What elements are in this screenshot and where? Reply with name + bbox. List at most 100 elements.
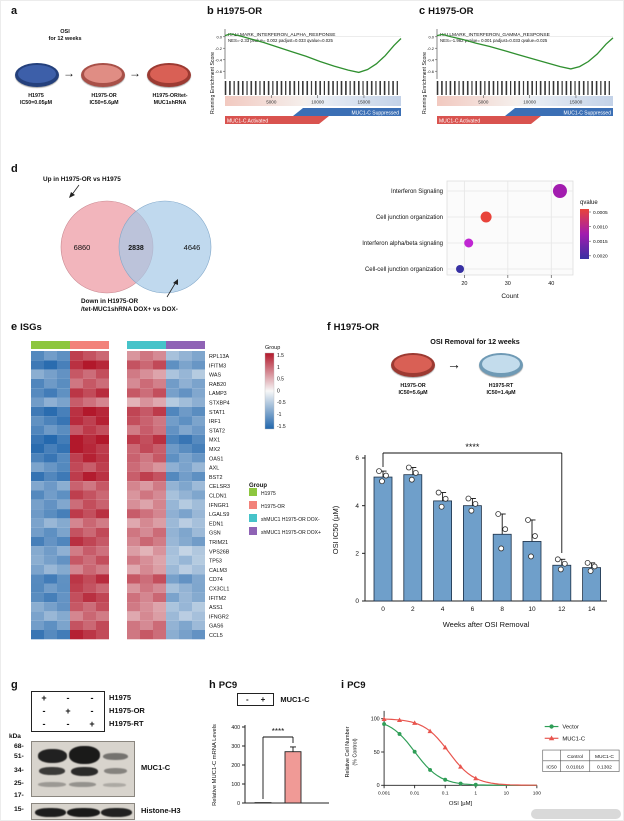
heatmap-cell (179, 406, 192, 417)
table-row-label: IC50 (546, 765, 557, 771)
scrollbar-thumb[interactable] (531, 809, 621, 819)
heatmap-cell (70, 592, 83, 603)
gene-label: STXBP4 (209, 400, 230, 406)
dish-h1975-rt-media (482, 355, 520, 373)
heatmap-cell (192, 518, 205, 528)
heatmap-cell (153, 537, 166, 547)
heatmap-cell (192, 453, 205, 463)
group-bar-h1975-or (70, 341, 109, 349)
hallmark-title: HALLMARK_INTERFERON_ALPHA_RESPONSE (228, 32, 335, 38)
heatmap-cell (70, 453, 83, 463)
heatmap-cell (70, 546, 83, 556)
pathway-dot-plot: 20 30 40 Interferon Signaling Cell junction … (362, 180, 608, 300)
heatmap-cell (140, 499, 153, 510)
heatmap-cell (31, 555, 44, 565)
x-axis-label: OSI [µM] (449, 801, 473, 807)
heatmap-cell (153, 388, 166, 398)
heatmap-cell (31, 564, 44, 575)
table-value: 0.1302 (597, 765, 612, 771)
activated-label: MUC1-C Activated (439, 118, 480, 124)
osi-treatment-note: OSI for 12 weeks (48, 29, 82, 43)
heatmap-cell (70, 462, 83, 472)
heatmap-cell (140, 444, 153, 454)
gene-label: OAS1 (209, 456, 223, 462)
heatmap-cell (166, 397, 179, 407)
heatmap-cell (192, 490, 205, 500)
dose-response-plot: Relative Cell Number (% Control) 0 50 100 0.0… (345, 710, 620, 807)
heatmap-cell (179, 378, 192, 389)
heatmap-cell (166, 453, 179, 463)
replicate-point (528, 553, 534, 560)
heatmap-cell (70, 369, 83, 379)
heatmap-cell (31, 351, 44, 361)
heatmap-cell (31, 630, 44, 640)
venn-diagram: Up in H1975-OR vs H1975 6860 2838 4646 Down … (43, 176, 212, 313)
venn-right-circle (118, 200, 212, 294)
heatmap-cell (31, 416, 44, 426)
x-tick-label: 0.01 (410, 791, 420, 797)
panel-a-label: a (11, 5, 18, 17)
cond-cell: - (90, 706, 94, 716)
heatmap-cell (57, 592, 70, 603)
heatmap-cell (96, 444, 109, 454)
suppressed-label: MUC1-C Suppressed (351, 110, 399, 116)
heatmap-cell (31, 397, 44, 407)
y-tick-label: 100 (231, 782, 240, 788)
heatmap-cell (31, 425, 44, 435)
heatmap-cell (44, 527, 57, 537)
heatmap-cell (83, 564, 96, 575)
western-blot-histone-h3 (31, 803, 135, 820)
heatmap-cell (153, 444, 166, 454)
group-legend-title: Group (249, 483, 267, 489)
heatmap-cell (57, 369, 70, 379)
heatmap-cell (44, 369, 57, 379)
heatmap-cell (83, 369, 96, 379)
x-tick-label: 10 (504, 791, 510, 797)
gene-label: EDN1 (209, 521, 223, 527)
heatmap-cell (179, 509, 192, 519)
replicate-point (557, 566, 564, 573)
data-point-MUC1-C (442, 744, 448, 750)
gene-label: TP53 (209, 559, 222, 565)
mrna-bar-chart: Relative MUC1-C mRNA Levels 0 100 200 300 400… (212, 724, 329, 807)
muc1c-condition-header: - + MUC1-C (237, 693, 310, 706)
minus-sign: - (246, 695, 249, 704)
dish-h1975-or (81, 63, 125, 87)
heatmap-cell (44, 592, 57, 603)
heatmap-cell (153, 583, 166, 593)
heatmap-cell (127, 630, 140, 640)
group-bar-dox-plus (166, 341, 205, 349)
heatmap-cell (140, 630, 153, 640)
replicate-point (412, 469, 419, 476)
data-point-Vector (412, 749, 417, 754)
heatmap-cell (140, 453, 153, 463)
heatmap-cell (127, 620, 140, 630)
replicate-point (383, 472, 389, 479)
heatmap-cell (192, 555, 205, 565)
heatmap-cell (70, 574, 83, 584)
pathway-dot (464, 238, 474, 248)
dish-h1975-rt (479, 353, 523, 377)
dish-h1975 (15, 63, 59, 87)
gene-label: STAT2 (209, 428, 225, 434)
heatmap-cell (192, 481, 205, 491)
blot-label-histone-h3: Histone-H3 (141, 806, 181, 815)
dish-h1975-or-shrna-media (150, 65, 188, 83)
heatmap-cell (44, 481, 57, 491)
venn-overlap-count: 2838 (128, 245, 144, 252)
replicate-point (438, 503, 445, 510)
y-tick-label: 2 (355, 551, 359, 558)
cond-cell: + (89, 719, 95, 729)
y-tick-label: 0 (377, 783, 380, 789)
group-legend-label: shMUC1 H1975-OR DOX- (261, 517, 320, 523)
gsea-stats: NES=-1.982 pvalue= 0.001 padjust=0.033 q… (440, 38, 548, 43)
y-tick-label: 0.0 (428, 34, 434, 39)
legend-title: qvalue (580, 200, 598, 206)
heatmap-cell (127, 611, 140, 621)
scale-tick-label: 0 (277, 388, 280, 394)
y-tick-label: -0.2 (215, 46, 223, 51)
bar-week-0 (373, 476, 393, 602)
heatmap-cell (83, 602, 96, 612)
heatmap-cell (127, 378, 140, 389)
heatmap-cell (153, 378, 166, 389)
